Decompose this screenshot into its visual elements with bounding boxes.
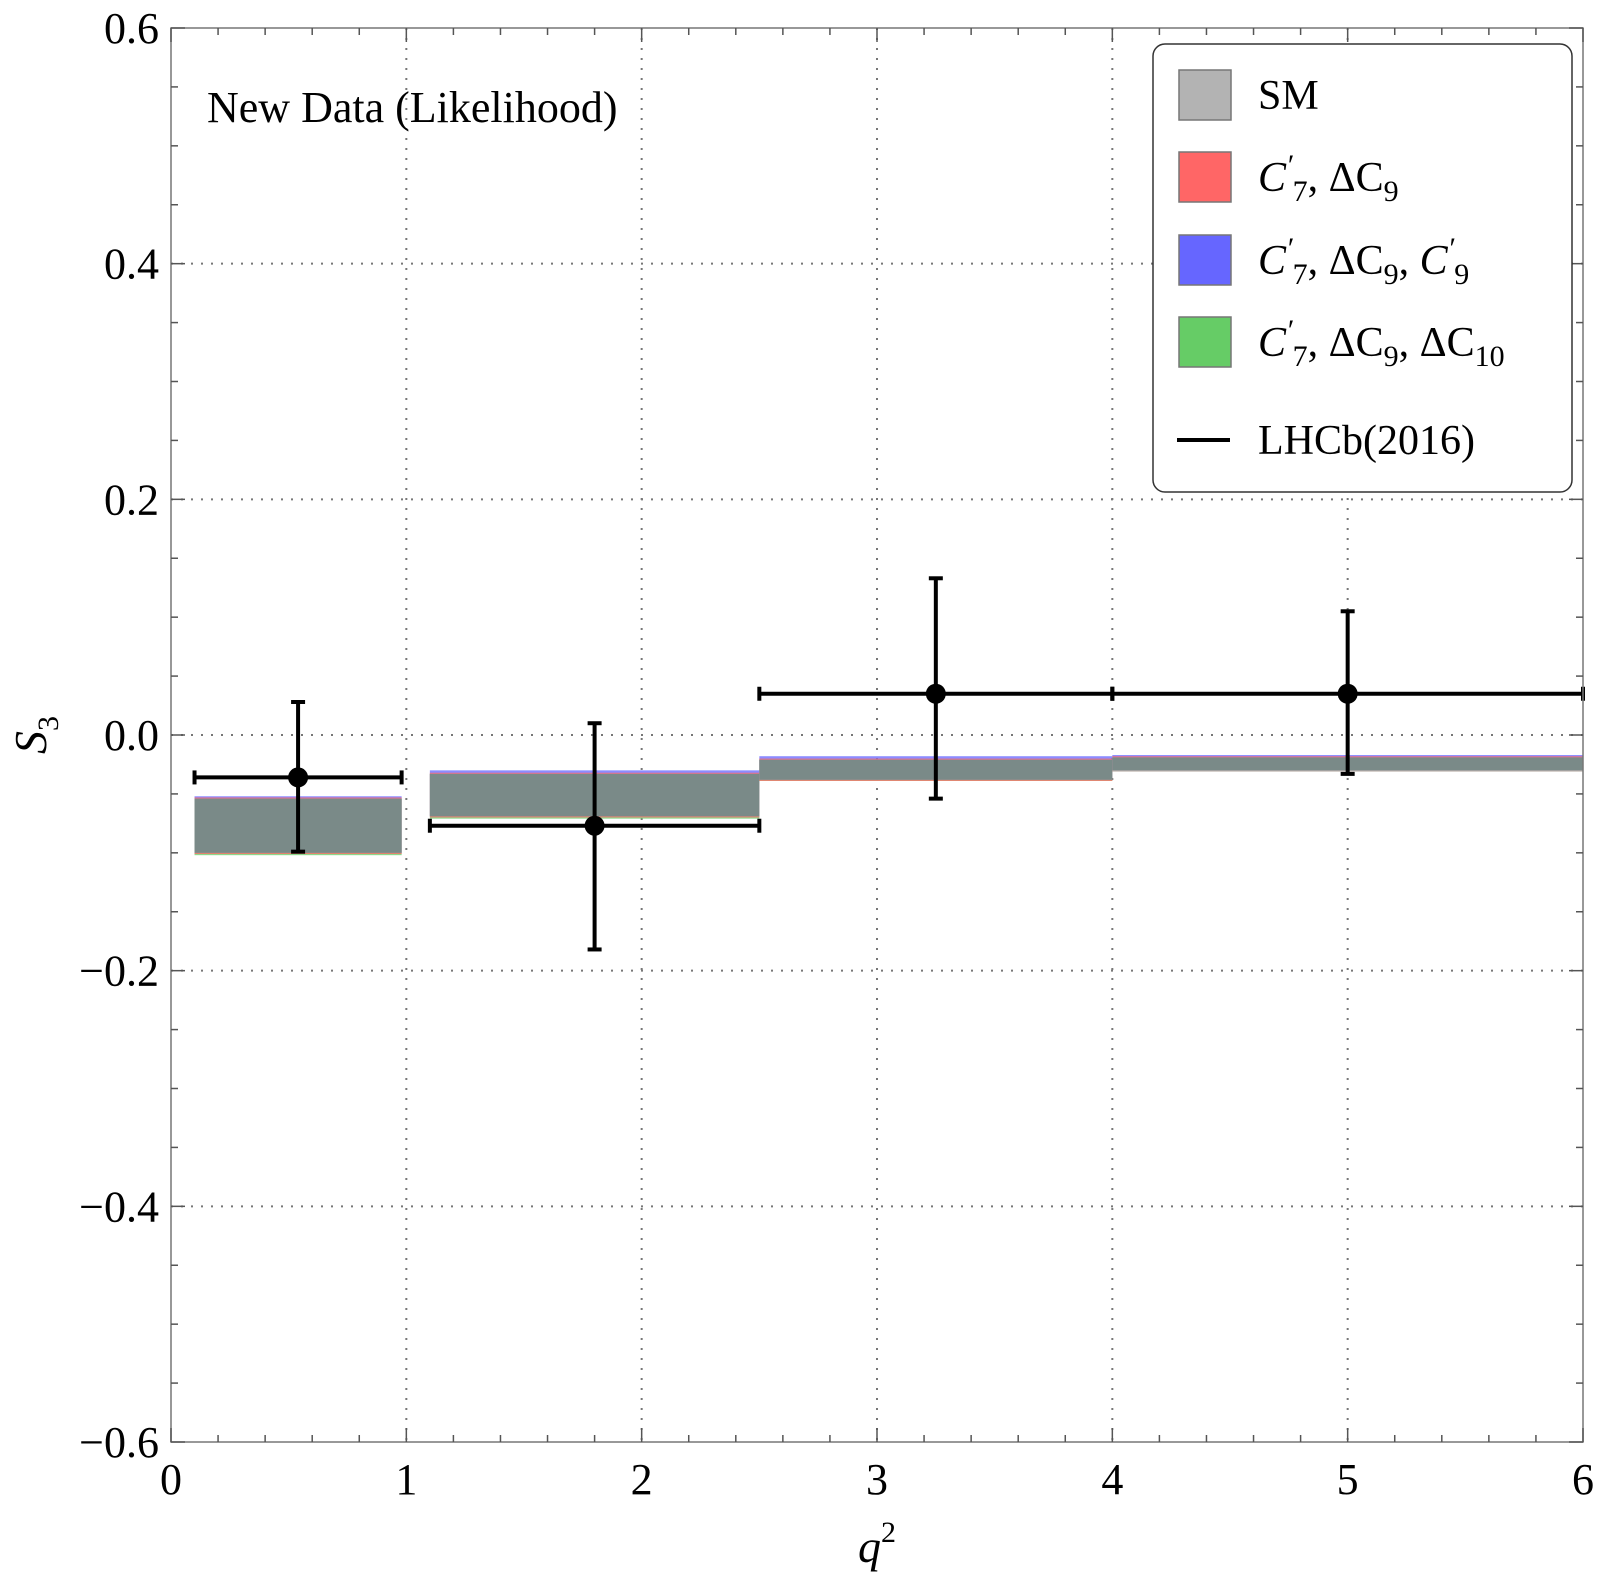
legend-item-lhcb: LHCb(2016): [1177, 418, 1475, 464]
data-point-1: [192, 700, 404, 854]
legend-label-part: 9: [1384, 340, 1399, 373]
y-tick-label: −0.4: [79, 1182, 159, 1231]
y-tick-label: 0.2: [104, 475, 159, 524]
x-axis-label-sup: 2: [881, 1516, 896, 1549]
y-axis-label: S3: [5, 716, 65, 754]
y-tick-label: 0.0: [104, 711, 159, 760]
legend-item-c7_dc9_c9p: C′7, ΔC9, C′9: [1178, 232, 1469, 291]
data-marker: [584, 815, 605, 836]
x-tick-label: 1: [395, 1455, 417, 1504]
x-tick-label: 0: [160, 1455, 182, 1504]
data-marker: [288, 767, 309, 788]
legend-label-part: 7: [1293, 340, 1308, 373]
legend-label-part: , ΔC: [1308, 238, 1384, 284]
x-axis-label: q2: [858, 1516, 896, 1572]
x-tick-label: 3: [866, 1455, 888, 1504]
legend-label-part: ′: [1286, 314, 1293, 347]
x-tick-label: 2: [631, 1455, 653, 1504]
legend-label-part: 10: [1475, 340, 1505, 373]
x-tick-label: 5: [1337, 1455, 1359, 1504]
legend-label-part: C: [1258, 238, 1287, 284]
y-tick-label: 0.4: [104, 240, 159, 289]
legend-swatch: [1178, 151, 1232, 203]
y-axis-label-sub: 3: [32, 716, 65, 731]
legend-label: C′7, ΔC9, C′9: [1258, 232, 1469, 291]
y-tick-label: −0.2: [79, 947, 159, 996]
legend-label-part: ,: [1399, 238, 1420, 284]
x-tick-label: 6: [1572, 1455, 1594, 1504]
data-point-4: [1110, 609, 1585, 776]
lhcb-data-points: [192, 576, 1585, 952]
prediction-bands: [194, 755, 1583, 856]
y-tick-label: 0.6: [104, 4, 159, 53]
legend-label: C′7, ΔC9: [1258, 149, 1399, 208]
legend-label: SM: [1258, 73, 1319, 119]
legend-label-part: ′: [1448, 232, 1455, 265]
legend-label: C′7, ΔC9, ΔC10: [1258, 314, 1505, 373]
legend-label-part: C: [1420, 238, 1449, 284]
legend-label-part: 9: [1384, 175, 1399, 208]
legend-label-part: 7: [1293, 258, 1308, 291]
chart-annotation: New Data (Likelihood): [207, 83, 618, 132]
legend-item-sm: SM: [1178, 69, 1319, 121]
legend-label-part: C: [1258, 155, 1287, 201]
legend-label-part: LHCb(2016): [1258, 418, 1475, 464]
legend-item-c7_dc9: C′7, ΔC9: [1178, 149, 1399, 208]
legend-swatch: [1178, 316, 1232, 368]
legend-label-part: ′: [1286, 232, 1293, 265]
legend-label-part: 7: [1293, 175, 1308, 208]
legend-label-part: , ΔC: [1308, 155, 1384, 201]
data-marker: [1337, 683, 1358, 704]
x-tick-label: 4: [1101, 1455, 1123, 1504]
legend-label-part: ′: [1286, 149, 1293, 182]
x-axis-label-main: q: [858, 1521, 881, 1572]
legend-swatch: [1178, 234, 1232, 286]
legend-label-part: 9: [1454, 258, 1469, 291]
data-marker: [925, 683, 946, 704]
legend-item-c7_dc9_dc10: C′7, ΔC9, ΔC10: [1178, 314, 1505, 373]
legend-label-part: , ΔC: [1399, 320, 1475, 366]
y-axis-label-main: S: [5, 731, 56, 754]
legend-label-part: , ΔC: [1308, 320, 1384, 366]
legend-label-part: 9: [1384, 258, 1399, 291]
legend-swatch: [1178, 69, 1232, 121]
data-point-2: [427, 721, 762, 952]
legend-label: LHCb(2016): [1258, 418, 1475, 464]
legend-box: [1152, 43, 1573, 493]
y-tick-label: −0.6: [79, 1418, 159, 1467]
legend-label-part: C: [1258, 320, 1287, 366]
legend-label-part: SM: [1258, 73, 1319, 119]
